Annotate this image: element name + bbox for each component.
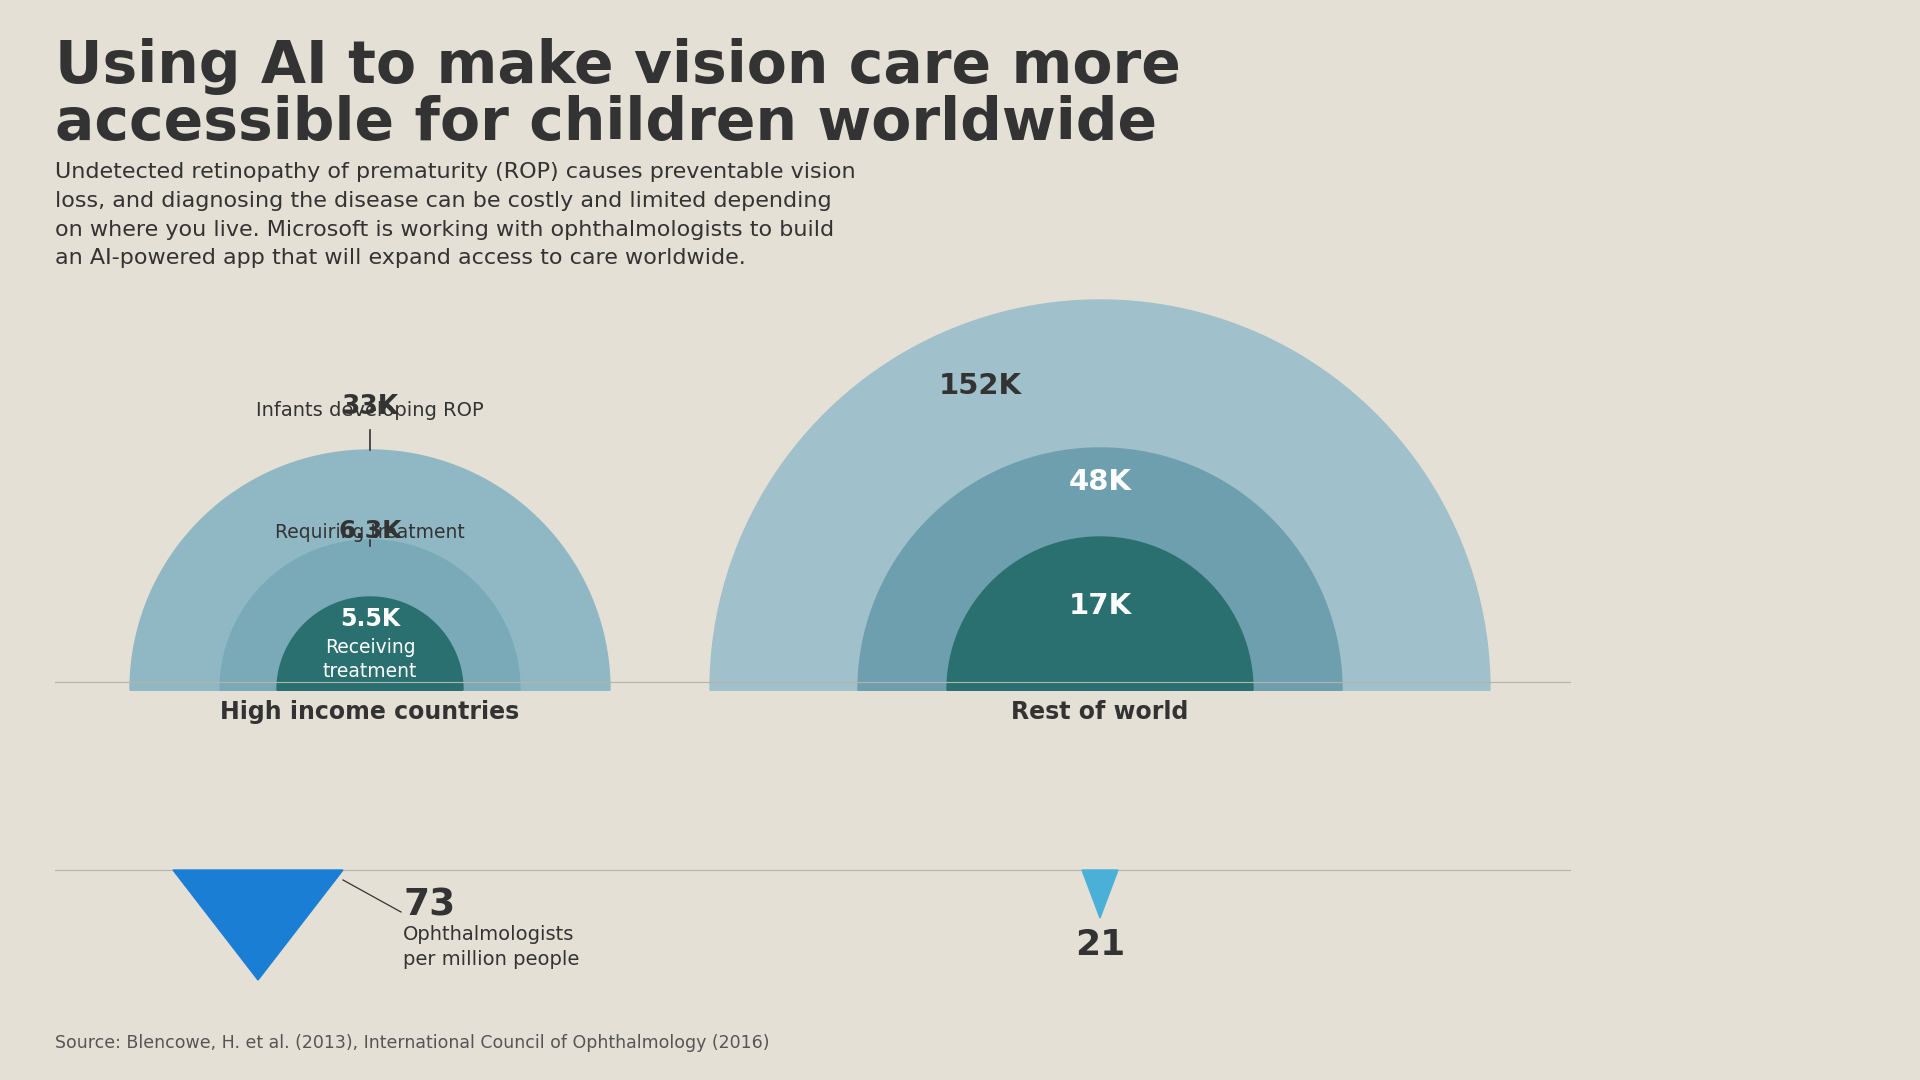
Text: 6.3K: 6.3K: [338, 518, 401, 542]
Text: 5.5K: 5.5K: [340, 607, 399, 631]
Text: Rest of world: Rest of world: [1012, 700, 1188, 724]
Text: 33K: 33K: [342, 394, 399, 420]
Text: 73: 73: [403, 887, 455, 923]
Text: 17K: 17K: [1068, 592, 1131, 620]
Text: Ophthalmologists
per million people: Ophthalmologists per million people: [403, 924, 580, 969]
Text: Infants developing ROP: Infants developing ROP: [255, 379, 484, 420]
Text: accessible for children worldwide: accessible for children worldwide: [56, 95, 1158, 152]
Polygon shape: [173, 870, 344, 980]
Polygon shape: [1083, 870, 1117, 918]
Polygon shape: [131, 450, 611, 690]
Polygon shape: [276, 597, 463, 690]
Polygon shape: [947, 537, 1254, 690]
Text: High income countries: High income countries: [221, 700, 520, 724]
Text: 21: 21: [1075, 928, 1125, 962]
Text: Using AI to make vision care more: Using AI to make vision care more: [56, 38, 1181, 95]
Text: Source: Blencowe, H. et al. (2013), International Council of Ophthalmology (2016: Source: Blencowe, H. et al. (2013), Inte…: [56, 1034, 770, 1052]
Polygon shape: [858, 448, 1342, 690]
Text: Requiring treatment: Requiring treatment: [275, 501, 465, 542]
Text: Undetected retinopathy of prematurity (ROP) causes preventable vision
loss, and : Undetected retinopathy of prematurity (R…: [56, 162, 856, 269]
Text: Receiving
treatment: Receiving treatment: [323, 638, 417, 680]
Text: 48K: 48K: [1069, 469, 1131, 497]
Polygon shape: [710, 300, 1490, 690]
Polygon shape: [221, 540, 520, 690]
Text: 152K: 152K: [939, 372, 1021, 400]
